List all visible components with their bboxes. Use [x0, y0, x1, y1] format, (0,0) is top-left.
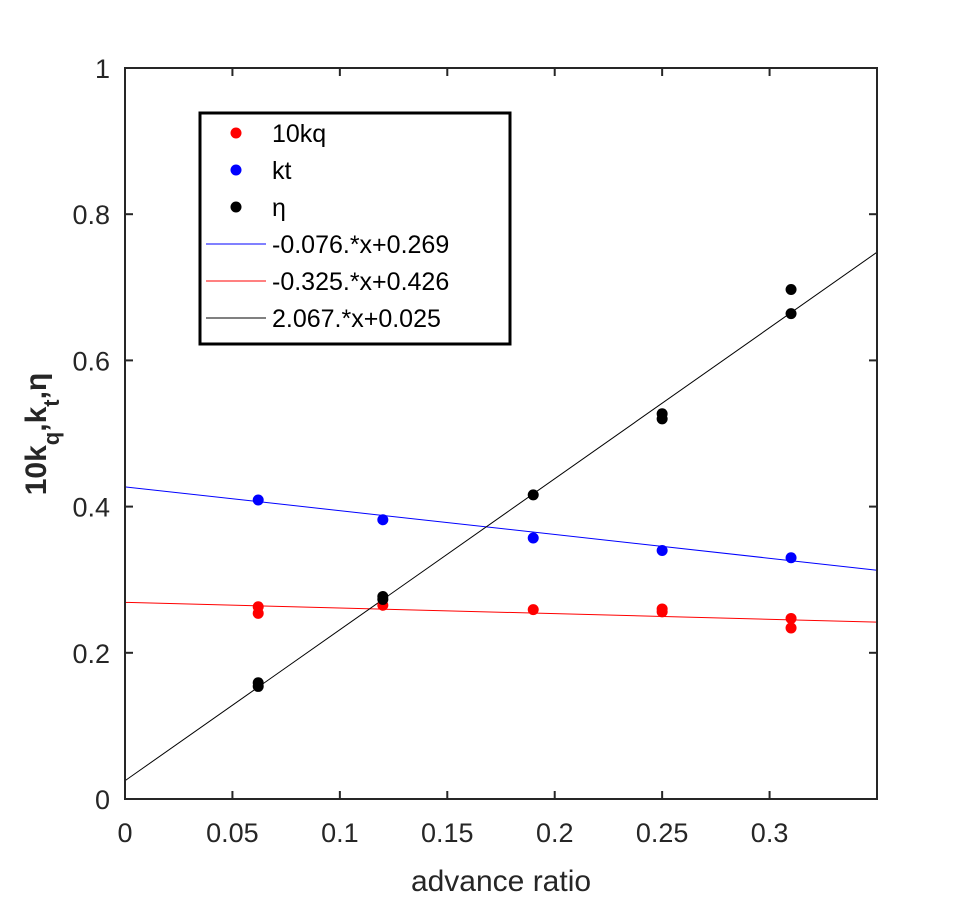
fit-line [124, 601, 878, 623]
data-point [656, 408, 668, 420]
data-point [785, 308, 797, 320]
plot-frame [124, 67, 878, 800]
legend-label: -0.325.*x+0.426 [272, 268, 449, 296]
y-tick-label: 0.4 [72, 493, 110, 523]
data-point [252, 601, 264, 613]
data-point [656, 544, 668, 556]
data-point [656, 603, 668, 615]
fit-lines [124, 251, 878, 782]
data-point [527, 532, 539, 544]
legend-marker [230, 201, 242, 213]
legend-label: 2.067.*x+0.025 [272, 305, 441, 333]
y-tick-label: 0 [95, 785, 110, 815]
data-point [785, 622, 797, 634]
data-point [527, 489, 539, 501]
y-tick-label: 0.2 [72, 639, 110, 669]
x-tick-label: 0.05 [206, 818, 259, 848]
data-point [252, 677, 264, 689]
y-tick-label: 0.6 [72, 346, 110, 376]
x-tick-label: 0.1 [321, 818, 359, 848]
legend-box [198, 111, 512, 346]
legend-marker [230, 164, 242, 176]
data-point [377, 514, 389, 526]
y-tick-label: 1 [95, 54, 110, 84]
tick-labels: 0 0.05 0.1 0.15 0.2 0.25 0.3 0 0.2 0.4 0.6 0.8 1 [72, 54, 788, 848]
data-point [377, 591, 389, 603]
y-axis-title-part: ,η [20, 373, 53, 400]
data-points [252, 283, 797, 692]
legend-label: 10kq [272, 120, 326, 148]
data-point [785, 552, 797, 564]
fit-line [124, 486, 878, 571]
x-axis-title: advance ratio [411, 865, 591, 898]
x-tick-label: 0 [117, 818, 132, 848]
legend-label: η [272, 194, 286, 222]
data-point [252, 494, 264, 506]
x-tick-label: 0.3 [751, 818, 789, 848]
legend-label: kt [272, 157, 292, 185]
y-axis-title-subscript: t [39, 399, 64, 407]
x-tick-label: 0.15 [421, 818, 474, 848]
data-point [785, 283, 797, 295]
data-point [785, 612, 797, 624]
y-axis-title-subscript: q [39, 432, 64, 445]
x-tick-label: 0.25 [636, 818, 689, 848]
legend-label: -0.076.*x+0.269 [272, 231, 449, 259]
y-axis-title: 10kq,kt,η [20, 373, 64, 496]
x-tick-label: 0.2 [536, 818, 574, 848]
fit-line [124, 251, 878, 782]
y-tick-label: 0.8 [72, 200, 110, 230]
y-axis-title-part: ,k [20, 406, 53, 431]
legend: 10kq kt η -0.076.*x+0.269 -0.325.*x+0.426 2.0… [198, 111, 512, 346]
data-point [527, 604, 539, 616]
legend-marker [230, 127, 242, 139]
y-axis-title-part: 10k [20, 445, 53, 495]
